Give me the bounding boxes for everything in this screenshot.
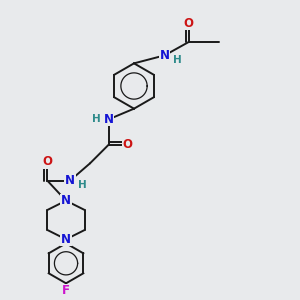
Text: N: N — [104, 113, 114, 126]
Text: N: N — [61, 194, 71, 207]
Text: N: N — [160, 49, 170, 62]
Text: N: N — [65, 174, 75, 187]
Text: H: H — [78, 180, 87, 190]
Text: O: O — [42, 155, 52, 169]
Text: H: H — [92, 113, 100, 124]
Text: F: F — [62, 284, 70, 297]
Text: N: N — [61, 233, 71, 246]
Text: O: O — [122, 138, 132, 151]
Text: O: O — [184, 17, 194, 30]
Text: H: H — [173, 55, 182, 65]
